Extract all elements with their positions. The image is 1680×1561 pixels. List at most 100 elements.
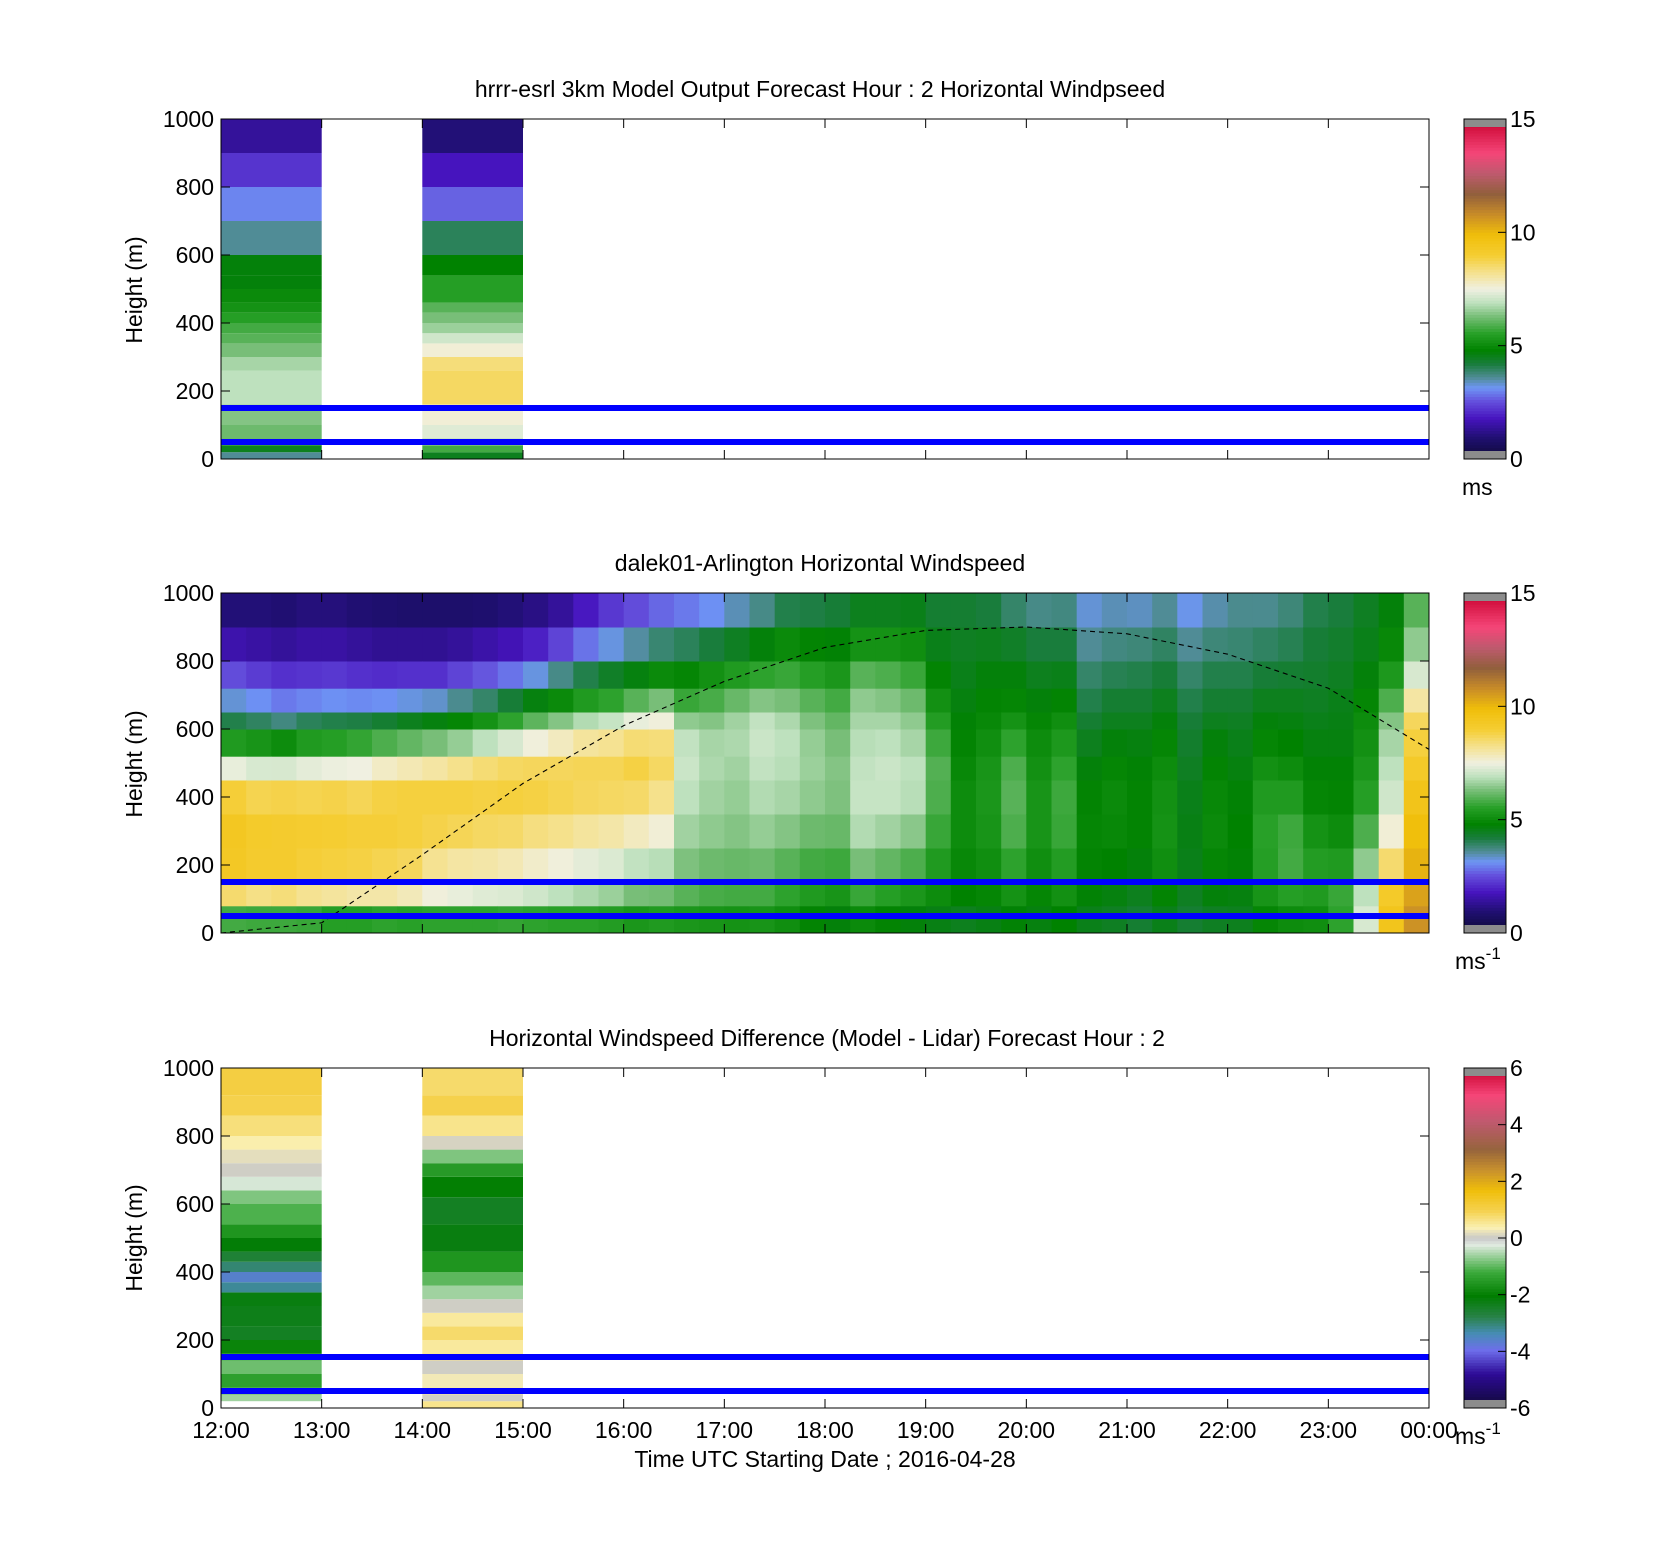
colorbar-segment xyxy=(1464,1104,1506,1109)
heatmap-cell xyxy=(1252,712,1279,730)
heatmap-cell xyxy=(1001,756,1027,781)
heatmap-cell xyxy=(825,712,851,730)
colorbar-segment xyxy=(1464,845,1506,849)
heatmap-cell xyxy=(296,712,323,730)
heatmap-cell xyxy=(1378,848,1405,883)
heatmap-cell xyxy=(548,848,574,883)
colorbar-segment xyxy=(1464,1303,1506,1307)
heatmap-cell xyxy=(749,814,776,849)
y-ticks: 0 200 400 600 800 1000 xyxy=(163,106,1429,472)
colorbar-segment xyxy=(1464,1255,1506,1259)
colorbar-segment xyxy=(1464,263,1506,267)
heatmap-cell xyxy=(221,119,322,153)
heatmap-cell xyxy=(1403,814,1430,849)
colorbar-segment xyxy=(1464,884,1506,889)
heatmap-cell xyxy=(825,905,851,934)
heatmap-cell xyxy=(875,712,901,730)
heatmap-cell xyxy=(976,627,1002,662)
heatmap-cell xyxy=(271,688,297,713)
heatmap-cell xyxy=(221,1224,322,1238)
heatmap-cell xyxy=(523,688,549,713)
colorbar-segment xyxy=(1464,1175,1506,1179)
colorbar-segment xyxy=(1464,1076,1506,1080)
colorbar-segment xyxy=(1464,138,1506,143)
heatmap-cell xyxy=(221,1068,322,1096)
heatmap-cell xyxy=(321,729,348,757)
heatmap-cell xyxy=(497,729,524,757)
heatmap-cell xyxy=(799,882,826,907)
heatmap-cell xyxy=(1353,688,1380,713)
heatmap-cell xyxy=(976,780,1002,815)
colorbar-segment xyxy=(1464,782,1506,787)
colorbar-segment xyxy=(1464,703,1506,707)
panel-model: hrrr-esrl 3km Model Output Forecast Hour… xyxy=(121,76,1536,500)
colorbar-segment xyxy=(1464,618,1506,622)
colorbar-segment xyxy=(1464,632,1506,636)
heatmap-cell xyxy=(472,814,499,849)
heatmap-cell xyxy=(1403,688,1430,713)
heatmap-cell xyxy=(422,357,523,371)
colorbar-segment xyxy=(1464,1272,1506,1276)
heatmap-cell xyxy=(372,593,398,628)
colorbar-segment xyxy=(1464,1127,1506,1131)
colorbar-segment xyxy=(1464,774,1506,778)
colorbar-segment xyxy=(1464,334,1506,338)
heatmap-cell xyxy=(1101,729,1128,757)
heatmap-cell xyxy=(472,688,499,713)
heatmap-cell xyxy=(397,780,423,815)
heatmap-cell xyxy=(397,712,423,730)
heatmap-cell xyxy=(472,627,499,662)
heatmap-cell xyxy=(221,814,247,849)
heatmap-cell xyxy=(825,780,851,815)
heatmap-cell xyxy=(422,1068,523,1096)
heatmap-cell xyxy=(623,593,650,628)
heatmap-cell xyxy=(523,814,549,849)
heatmap-cell xyxy=(1076,627,1103,662)
heatmap-cell xyxy=(497,756,524,781)
heatmap-cell xyxy=(422,593,448,628)
y-axis-label: Height (m) xyxy=(121,710,147,817)
heatmap-cell xyxy=(1026,882,1052,907)
heatmap-cell xyxy=(1101,661,1128,689)
colorbar-segment xyxy=(1464,1362,1506,1366)
colorbar-segment xyxy=(1464,1246,1506,1250)
colorbar-segment xyxy=(1464,416,1506,420)
heatmap-cell xyxy=(422,119,523,153)
heatmap-cell xyxy=(774,814,801,849)
colorbar-segment xyxy=(1464,195,1506,199)
heatmap-cell xyxy=(1202,848,1229,883)
heatmap-cell xyxy=(1278,627,1304,662)
heatmap-cell xyxy=(271,593,297,628)
heatmap-cell xyxy=(976,882,1002,907)
heatmap-cell xyxy=(699,882,725,907)
heatmap-cell xyxy=(1303,661,1329,689)
colorbar-segment xyxy=(1464,865,1506,869)
heatmap-cell xyxy=(221,1176,322,1191)
colorbar-segment xyxy=(1464,221,1506,225)
colorbar-segment xyxy=(1464,780,1506,784)
heatmap-cell xyxy=(1076,729,1103,757)
heatmap-cell xyxy=(422,780,448,815)
colorbar-segment xyxy=(1464,1286,1506,1290)
colorbar-segment xyxy=(1464,1218,1506,1222)
heatmap-cell xyxy=(346,882,373,907)
heatmap-cell xyxy=(422,1224,523,1252)
heatmap-cell xyxy=(321,661,348,689)
colorbar-segment xyxy=(1464,723,1506,727)
heatmap-cell xyxy=(749,729,776,757)
colorbar-segment xyxy=(1464,215,1506,219)
colorbar-segment xyxy=(1464,887,1506,891)
colorbar-segment xyxy=(1464,277,1506,281)
heatmap-cell xyxy=(1303,688,1329,713)
heatmap-cell xyxy=(623,848,650,883)
heatmap-cell xyxy=(497,712,524,730)
colorbar-segment xyxy=(1464,1229,1506,1233)
colorbar-segment xyxy=(1464,1323,1506,1327)
heatmap-cell xyxy=(1403,905,1430,934)
heatmap-cell xyxy=(346,848,373,883)
heatmap-cell xyxy=(372,688,398,713)
colorbar-segment xyxy=(1464,712,1506,716)
heatmap-cell xyxy=(1076,712,1103,730)
heatmap-cell xyxy=(648,814,675,849)
heatmap-cell xyxy=(1127,780,1153,815)
